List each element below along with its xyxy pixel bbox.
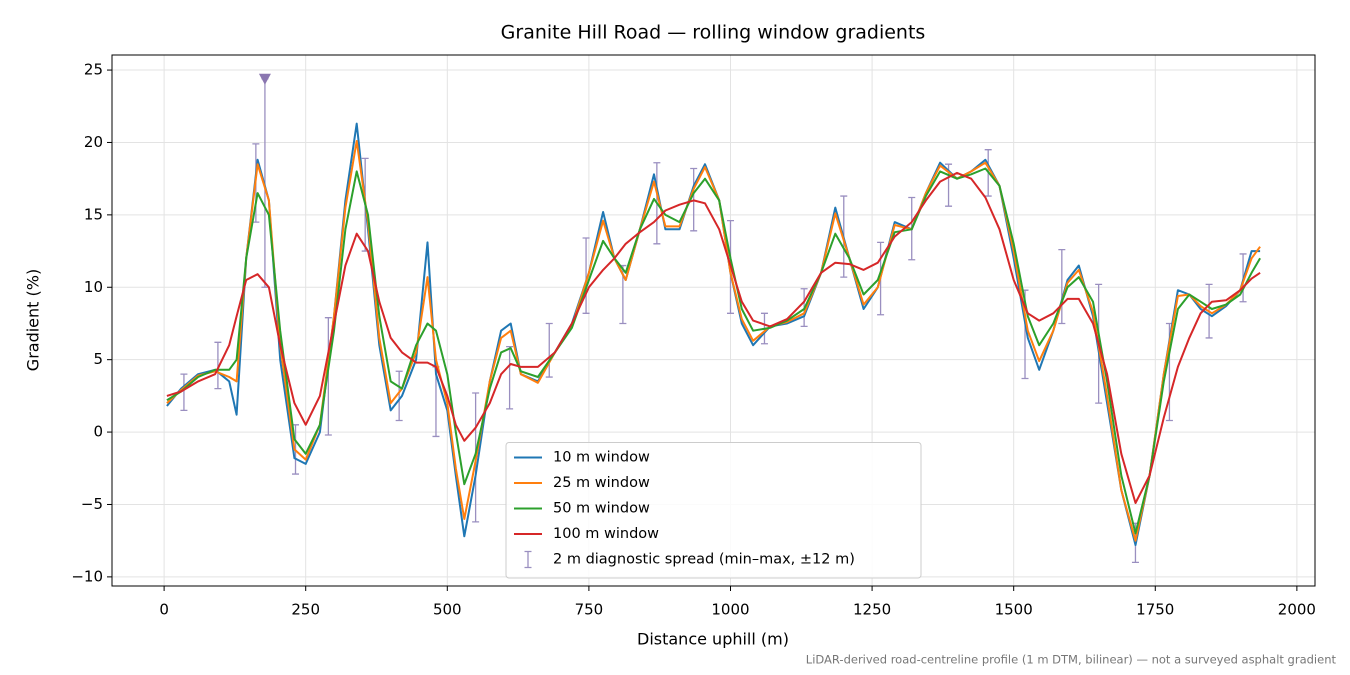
x-tick-label: 1500 xyxy=(995,601,1033,619)
error-bar xyxy=(324,317,332,436)
x-tick-label: 1250 xyxy=(853,601,891,619)
x-tick-label: 1750 xyxy=(1136,601,1174,619)
error-bar xyxy=(180,373,188,412)
legend-box xyxy=(505,442,922,579)
error-bar xyxy=(545,322,553,378)
y-tick-label: 15 xyxy=(84,205,103,223)
error-bar xyxy=(506,345,514,410)
x-tick-label: 2000 xyxy=(1278,601,1316,619)
y-tick-label: 0 xyxy=(93,423,103,441)
y-tick-label: 20 xyxy=(84,133,103,151)
series-line xyxy=(166,167,1261,535)
legend-label: 50 m window xyxy=(553,501,650,517)
legend-label: 2 m diagnostic spread (min–max, ±12 m) xyxy=(553,552,855,568)
y-tick-label: −5 xyxy=(81,495,103,513)
x-tick-label: 500 xyxy=(433,601,462,619)
legend-label: 10 m window xyxy=(553,450,650,466)
error-bar xyxy=(582,237,590,314)
error-bar xyxy=(395,370,403,422)
x-tick-label: 0 xyxy=(159,601,169,619)
footnote: LiDAR-derived road-centreline profile (1… xyxy=(806,653,1337,667)
max-marker xyxy=(258,73,271,85)
x-tick-label: 750 xyxy=(575,601,604,619)
y-tick-label: −10 xyxy=(71,567,103,585)
error-bar xyxy=(214,341,222,390)
legend-label: 25 m window xyxy=(553,475,650,491)
error-bar xyxy=(1058,248,1066,325)
legend-swatch xyxy=(524,550,532,569)
y-tick-label: 25 xyxy=(84,61,103,79)
x-tick-label: 1000 xyxy=(711,601,749,619)
series-line xyxy=(166,171,1261,504)
x-tick-label: 250 xyxy=(291,601,320,619)
y-tick-label: 10 xyxy=(84,278,103,296)
chart-title: Granite Hill Road — rolling window gradi… xyxy=(501,22,926,44)
y-tick-label: 5 xyxy=(93,350,103,368)
plot-frame xyxy=(111,54,1316,587)
legend-label: 100 m window xyxy=(553,526,659,542)
y-axis-label: Gradient (%) xyxy=(24,269,43,371)
x-axis-label: Distance uphill (m) xyxy=(637,630,789,649)
